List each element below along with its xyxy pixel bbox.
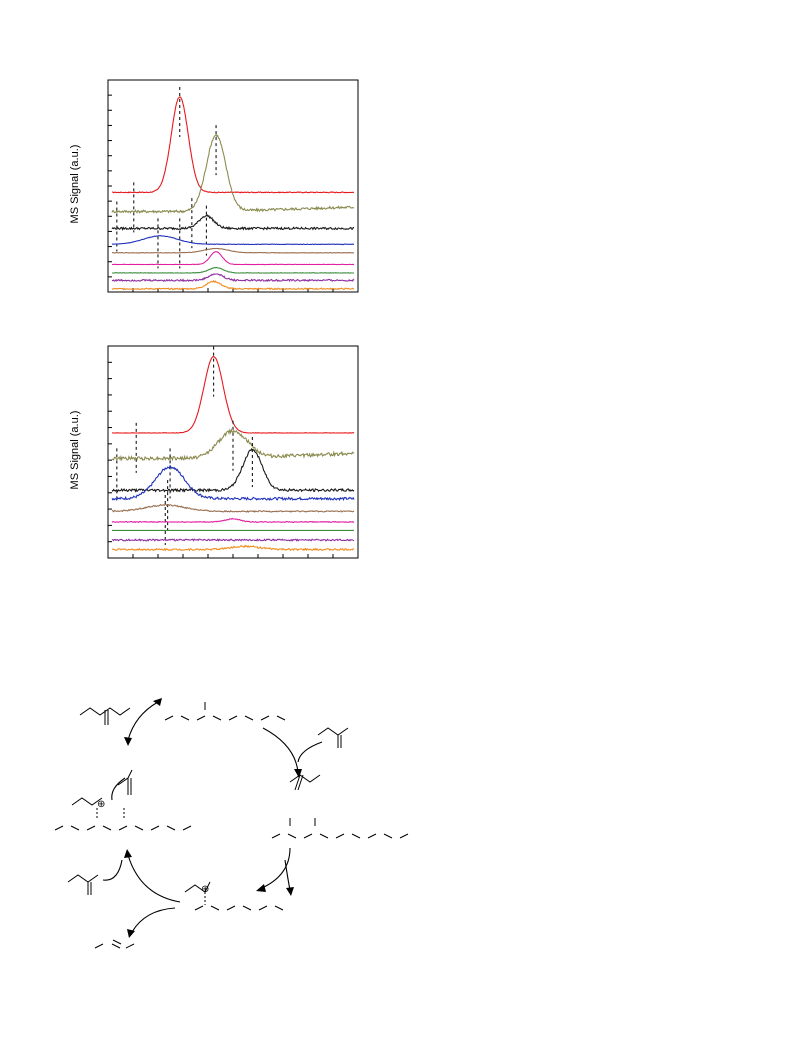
molecule-lower-left — [67, 874, 99, 895]
series-line — [112, 266, 355, 274]
series-line — [111, 464, 355, 502]
charge-symbol-1: ⊕ — [97, 799, 105, 810]
molecule-bottom-left — [94, 939, 135, 949]
plot-frame — [107, 79, 359, 293]
arrow-heads — [124, 698, 302, 938]
zeolite-chain-right — [271, 818, 409, 839]
molecule-bottom-center — [184, 881, 211, 905]
series-line — [111, 503, 355, 513]
series-line — [111, 428, 355, 462]
zeolite-chain-left — [54, 825, 192, 831]
molecule-left-carbocation — [71, 769, 133, 820]
series-line — [111, 447, 355, 493]
molecule-top-left — [79, 707, 131, 725]
series-line — [111, 251, 355, 266]
ms-signal-chart-1 — [107, 79, 359, 293]
series-line — [111, 279, 355, 291]
molecule-top-right — [317, 727, 349, 748]
series-line — [112, 96, 355, 194]
series-line — [111, 133, 355, 214]
zeolite-chain-top — [164, 702, 286, 721]
series-line — [112, 235, 354, 246]
charge-symbol-2: ⊕ — [201, 884, 209, 895]
series-line — [111, 517, 355, 524]
series-line — [111, 273, 355, 283]
series-line — [111, 544, 355, 552]
series-line — [111, 247, 354, 254]
ms-signal-chart-2 — [107, 345, 359, 559]
series-line — [111, 214, 354, 231]
reaction-scheme: ⊕ ⊕ — [54, 698, 409, 949]
chart-panel-2: MS Signal (a.u.) — [50, 336, 370, 576]
zeolite-chain-bottom — [194, 905, 284, 911]
reaction-arrows — [102, 701, 323, 933]
series-line — [111, 538, 355, 542]
molecule-right-middle — [289, 774, 321, 791]
chart-panel-1: MS Signal (a.u.) — [50, 70, 370, 310]
